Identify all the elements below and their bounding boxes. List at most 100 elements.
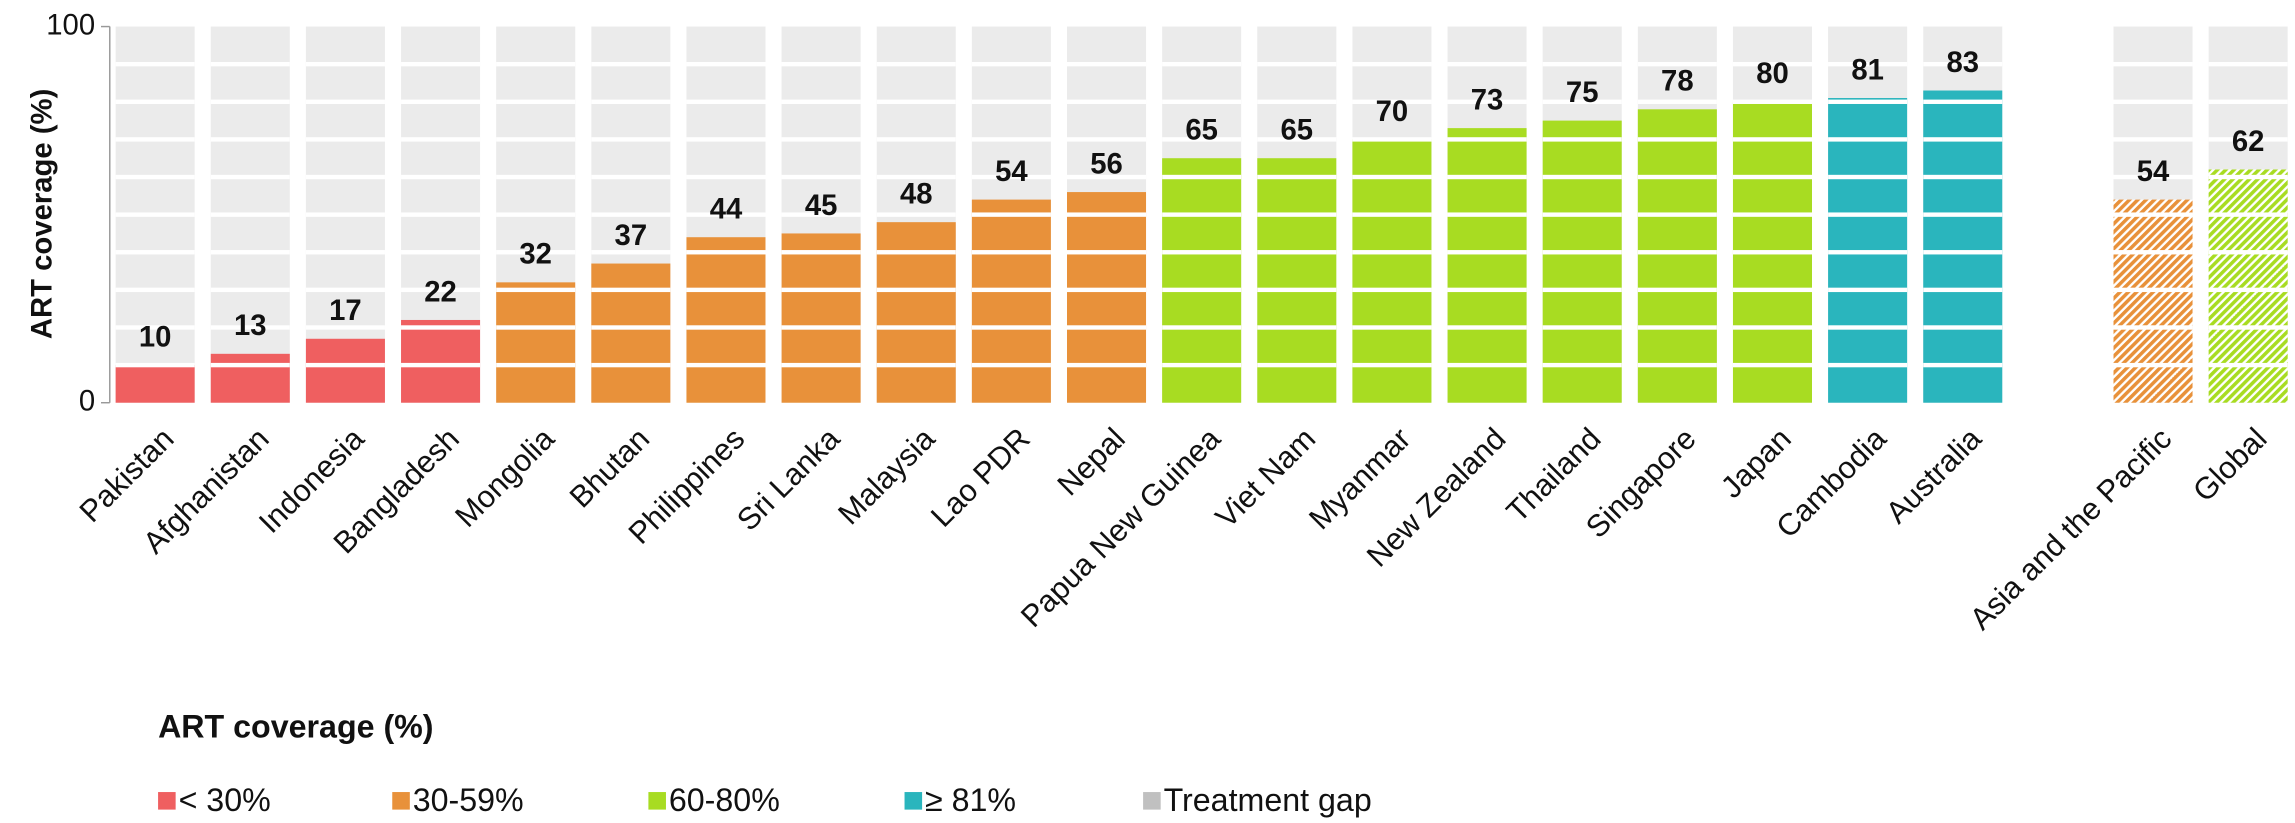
block-separator (1732, 325, 1812, 330)
block-separator (591, 287, 671, 293)
legend-label: Treatment gap (1164, 782, 1372, 818)
block-separator (1923, 250, 2003, 255)
block-separator (1352, 325, 1432, 330)
value-label: 75 (1566, 77, 1599, 109)
block-separator (1923, 212, 2003, 217)
block-separator (2113, 174, 2193, 180)
x-tick-label: Japan (1714, 421, 1798, 505)
block-separator (1732, 61, 1812, 67)
block-separator (401, 99, 481, 104)
x-tick-label: Malaysia (831, 420, 942, 531)
block-separator (1637, 212, 1717, 217)
block-separator (1828, 61, 1908, 67)
block-separator (2208, 362, 2288, 368)
block-separator (1637, 362, 1717, 368)
block-separator (1257, 287, 1337, 293)
legend-title: ART coverage (%) (158, 709, 433, 745)
block-separator (686, 61, 766, 67)
bar (971, 199, 1051, 403)
bar (1542, 120, 1622, 403)
legend-swatch (648, 792, 666, 810)
block-separator (2208, 99, 2288, 104)
bar (1066, 192, 1147, 403)
x-tick-label: Mongolia (448, 420, 562, 534)
block-separator (1732, 250, 1812, 255)
block-separator (1257, 362, 1337, 368)
x-tick-label: Global (2186, 421, 2274, 509)
block-separator (876, 250, 956, 255)
block-separator (305, 174, 385, 180)
block-separator (1923, 287, 2003, 293)
block-separator (591, 250, 671, 255)
block-separator (1066, 174, 1147, 180)
block-separator (1732, 99, 1812, 104)
block-separator (401, 362, 481, 368)
block-separator (1447, 362, 1527, 368)
legend-label: < 30% (179, 782, 271, 818)
value-label: 54 (995, 156, 1028, 188)
block-separator (2113, 61, 2193, 67)
block-separator (971, 287, 1051, 293)
block-separator (1828, 174, 1908, 180)
y-tick-label: 0 (79, 385, 95, 417)
legend-label: ≥ 81% (925, 782, 1016, 818)
value-label: 80 (1756, 58, 1789, 90)
block-separator (686, 212, 766, 217)
block-separator (1828, 287, 1908, 293)
block-separator (1257, 174, 1337, 180)
block-separator (496, 325, 576, 330)
value-label: 17 (329, 295, 362, 327)
value-label: 62 (2232, 126, 2265, 158)
block-separator (2208, 287, 2288, 293)
bar (1352, 139, 1432, 403)
block-separator (2113, 212, 2193, 217)
block-separator (876, 325, 956, 330)
x-tick-label: Australia (1879, 420, 1989, 530)
block-separator (1542, 212, 1622, 217)
block-separator (1637, 287, 1717, 293)
block-separator (686, 362, 766, 368)
block-separator (1828, 99, 1908, 104)
block-separator (1732, 287, 1812, 293)
x-tick-label: Sri Lanka (730, 420, 847, 537)
bar (210, 353, 290, 403)
block-separator (305, 99, 385, 104)
bar (401, 319, 481, 403)
block-separator (305, 250, 385, 255)
block-separator (2113, 287, 2193, 293)
block-separator (401, 174, 481, 180)
block-separator (401, 212, 481, 217)
block-separator (1162, 61, 1242, 67)
block-separator (496, 212, 576, 217)
bar (1162, 158, 1242, 403)
value-label: 13 (234, 310, 267, 342)
block-separator (1352, 287, 1432, 293)
block-separator (305, 61, 385, 67)
block-separator (1447, 325, 1527, 330)
block-separator (971, 174, 1051, 180)
y-tick-label: 100 (46, 9, 95, 41)
bar (591, 263, 671, 403)
value-label: 32 (519, 239, 552, 271)
block-separator (2208, 250, 2288, 255)
block-separator (1923, 137, 2003, 142)
legend-swatch (392, 792, 410, 810)
block-separator (1447, 287, 1527, 293)
block-separator (1447, 61, 1527, 67)
block-separator (1257, 61, 1337, 67)
block-separator (1257, 250, 1337, 255)
block-separator (1257, 99, 1337, 104)
block-separator (2113, 137, 2193, 142)
value-label: 73 (1471, 85, 1504, 117)
legend-swatch (158, 792, 176, 810)
block-separator (1923, 325, 2003, 330)
block-separator (210, 61, 290, 67)
value-label: 78 (1661, 66, 1694, 98)
block-separator (401, 61, 481, 67)
block-separator (305, 137, 385, 142)
x-tick-label: Nepal (1050, 421, 1132, 503)
block-separator (496, 362, 576, 368)
block-separator (2113, 362, 2193, 368)
block-separator (115, 137, 195, 142)
